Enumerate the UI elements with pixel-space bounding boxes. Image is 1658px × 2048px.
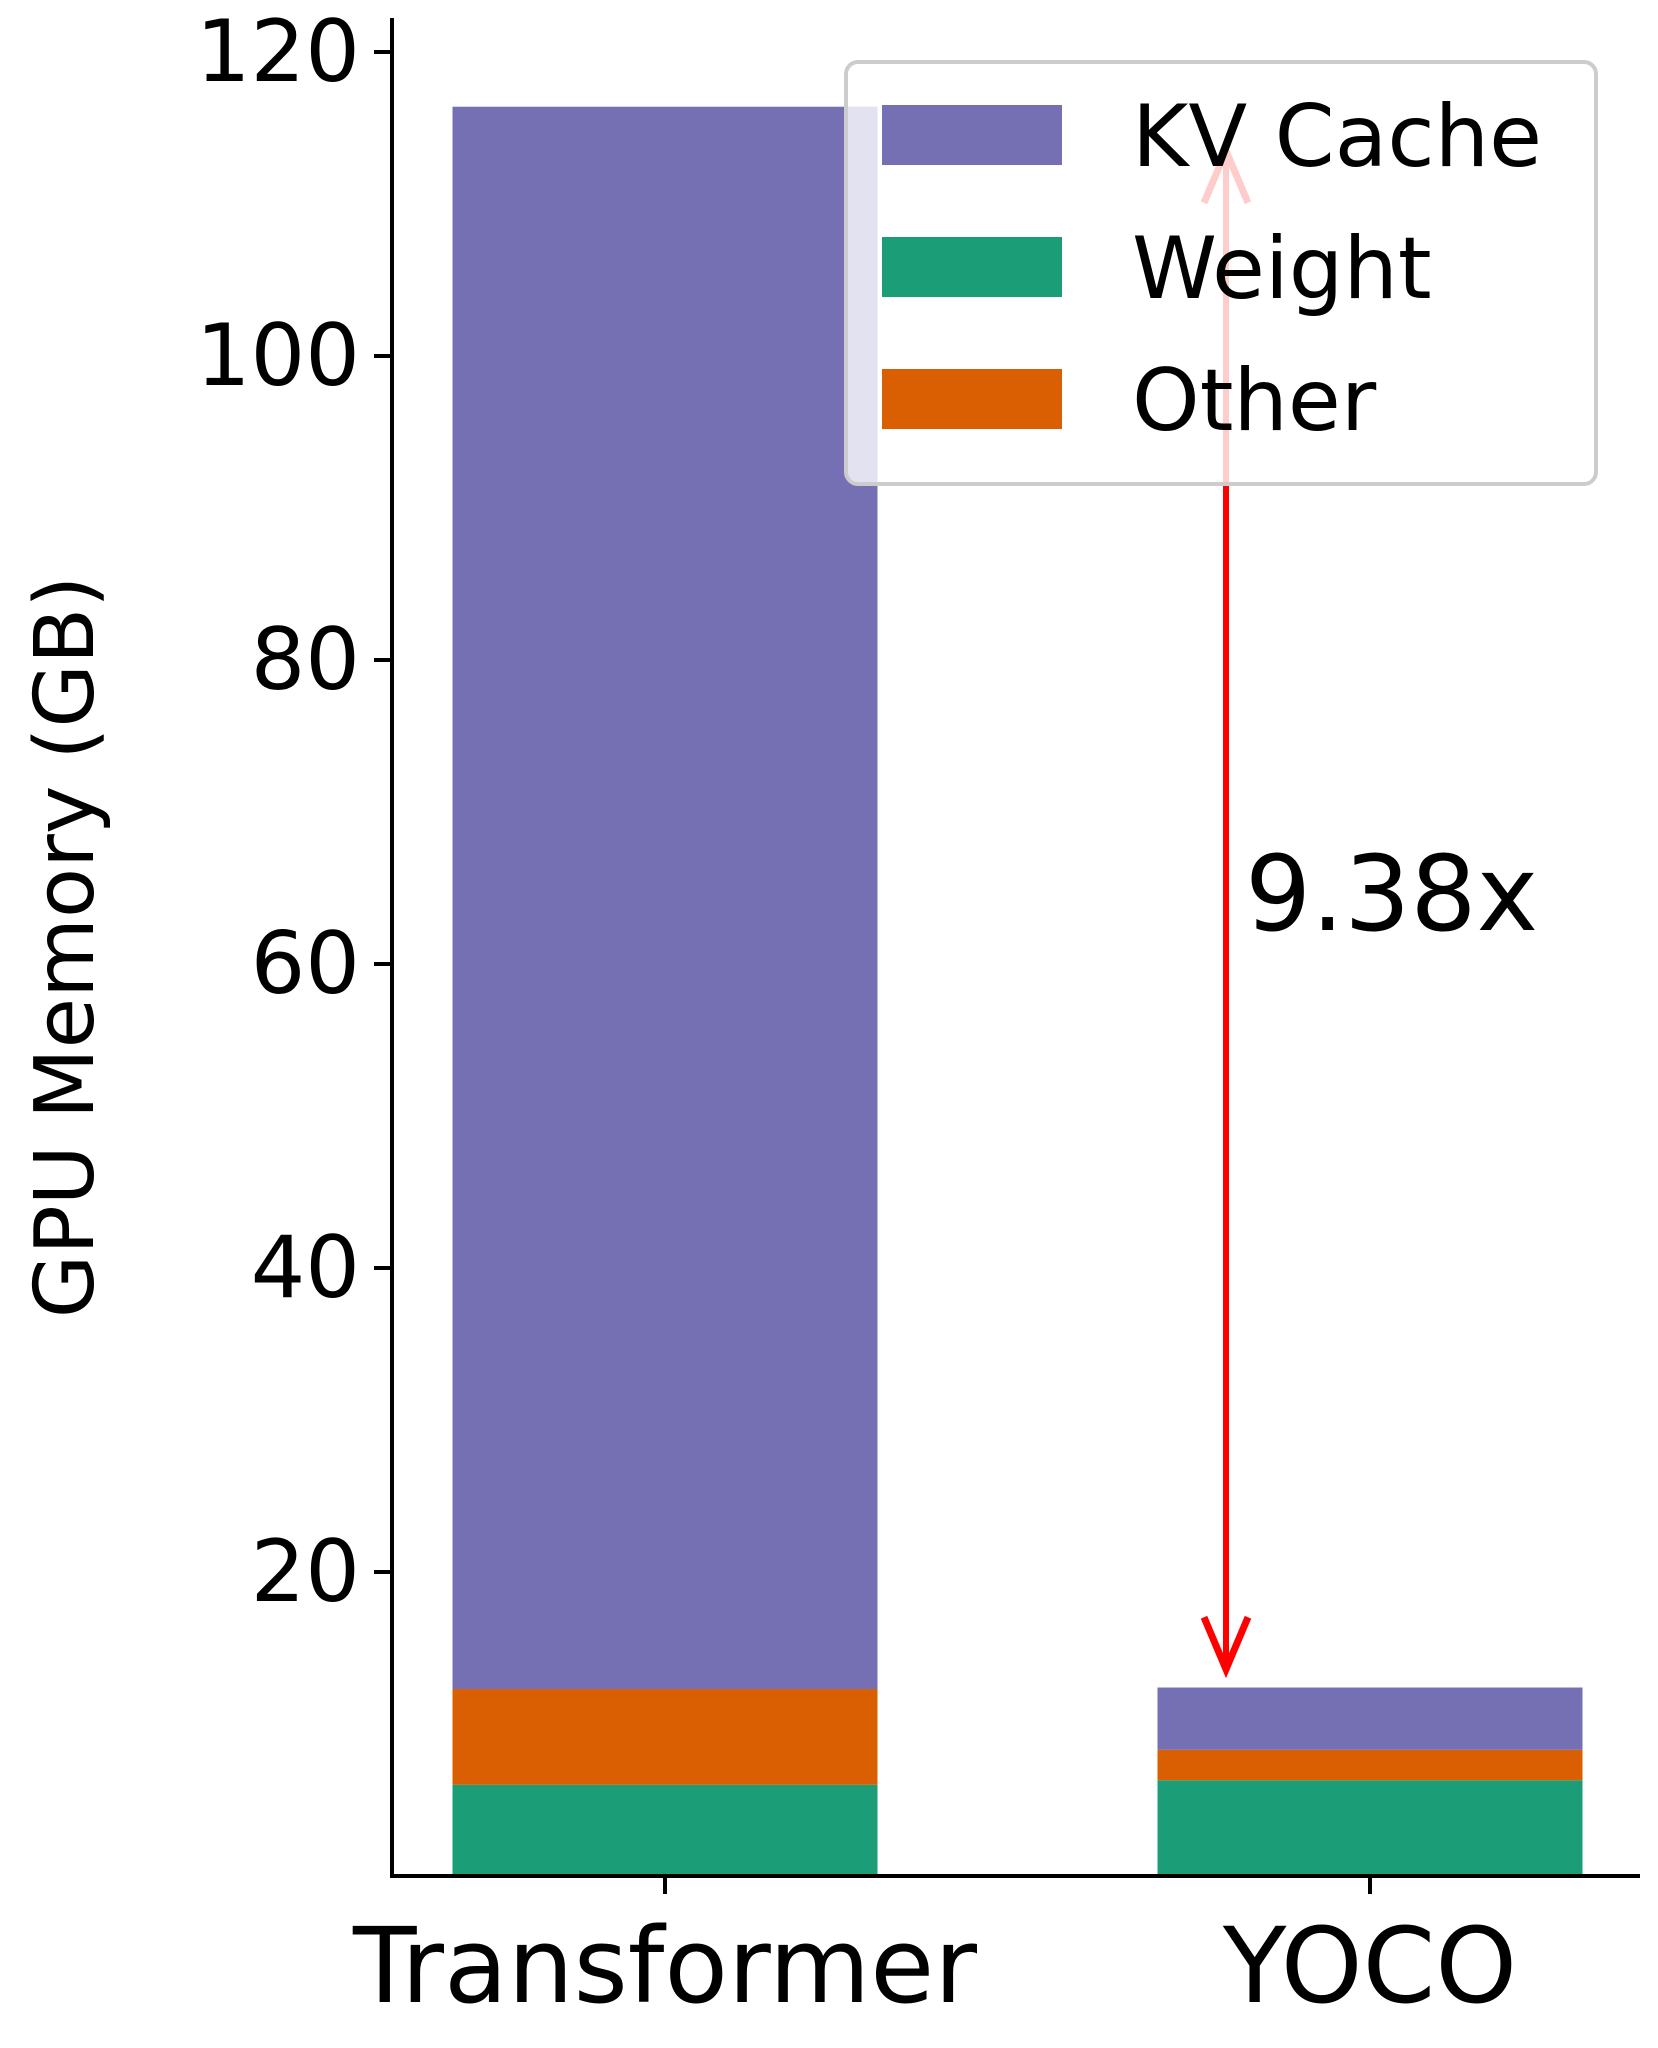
y-tick-label: 20 <box>251 1522 360 1622</box>
x-tick-label-transformer: Transformer <box>352 1905 977 2027</box>
y-tick-label: 120 <box>196 2 360 102</box>
legend-label-weight: Weight <box>1132 219 1432 319</box>
bar-transformer-weight <box>452 1784 878 1876</box>
bars <box>452 106 1583 1876</box>
legend-swatch-kv-cache <box>882 105 1062 165</box>
y-tick-label: 100 <box>196 306 360 406</box>
x-tick-label-yoco: YOCO <box>1222 1905 1517 2027</box>
y-ticks: 20 40 60 80 100 120 <box>196 2 392 1622</box>
legend-label-kv-cache: KV Cache <box>1132 87 1542 187</box>
bar-yoco-weight <box>1157 1780 1583 1876</box>
legend-swatch-weight <box>882 237 1062 297</box>
legend: KV Cache Weight Other <box>844 60 1598 486</box>
legend-label-other: Other <box>1132 351 1377 451</box>
bar-yoco-kv-cache <box>1157 1687 1583 1750</box>
reduction-factor-label: 9.38x <box>1245 833 1538 955</box>
y-axis-label: GPU Memory (GB) <box>18 576 113 1318</box>
axes <box>390 18 1640 1878</box>
x-ticks: Transformer YOCO <box>352 1876 1517 2027</box>
bar-transformer-other <box>452 1689 878 1785</box>
y-tick-label: 60 <box>251 914 360 1014</box>
y-tick-label: 80 <box>251 610 360 710</box>
bar-yoco-other <box>1157 1749 1583 1781</box>
legend-swatch-other <box>882 369 1062 429</box>
reduction-arrow-head-bottom <box>1200 1615 1252 1679</box>
y-tick-label: 40 <box>251 1218 360 1318</box>
bar-transformer-kv-cache <box>452 106 878 1690</box>
